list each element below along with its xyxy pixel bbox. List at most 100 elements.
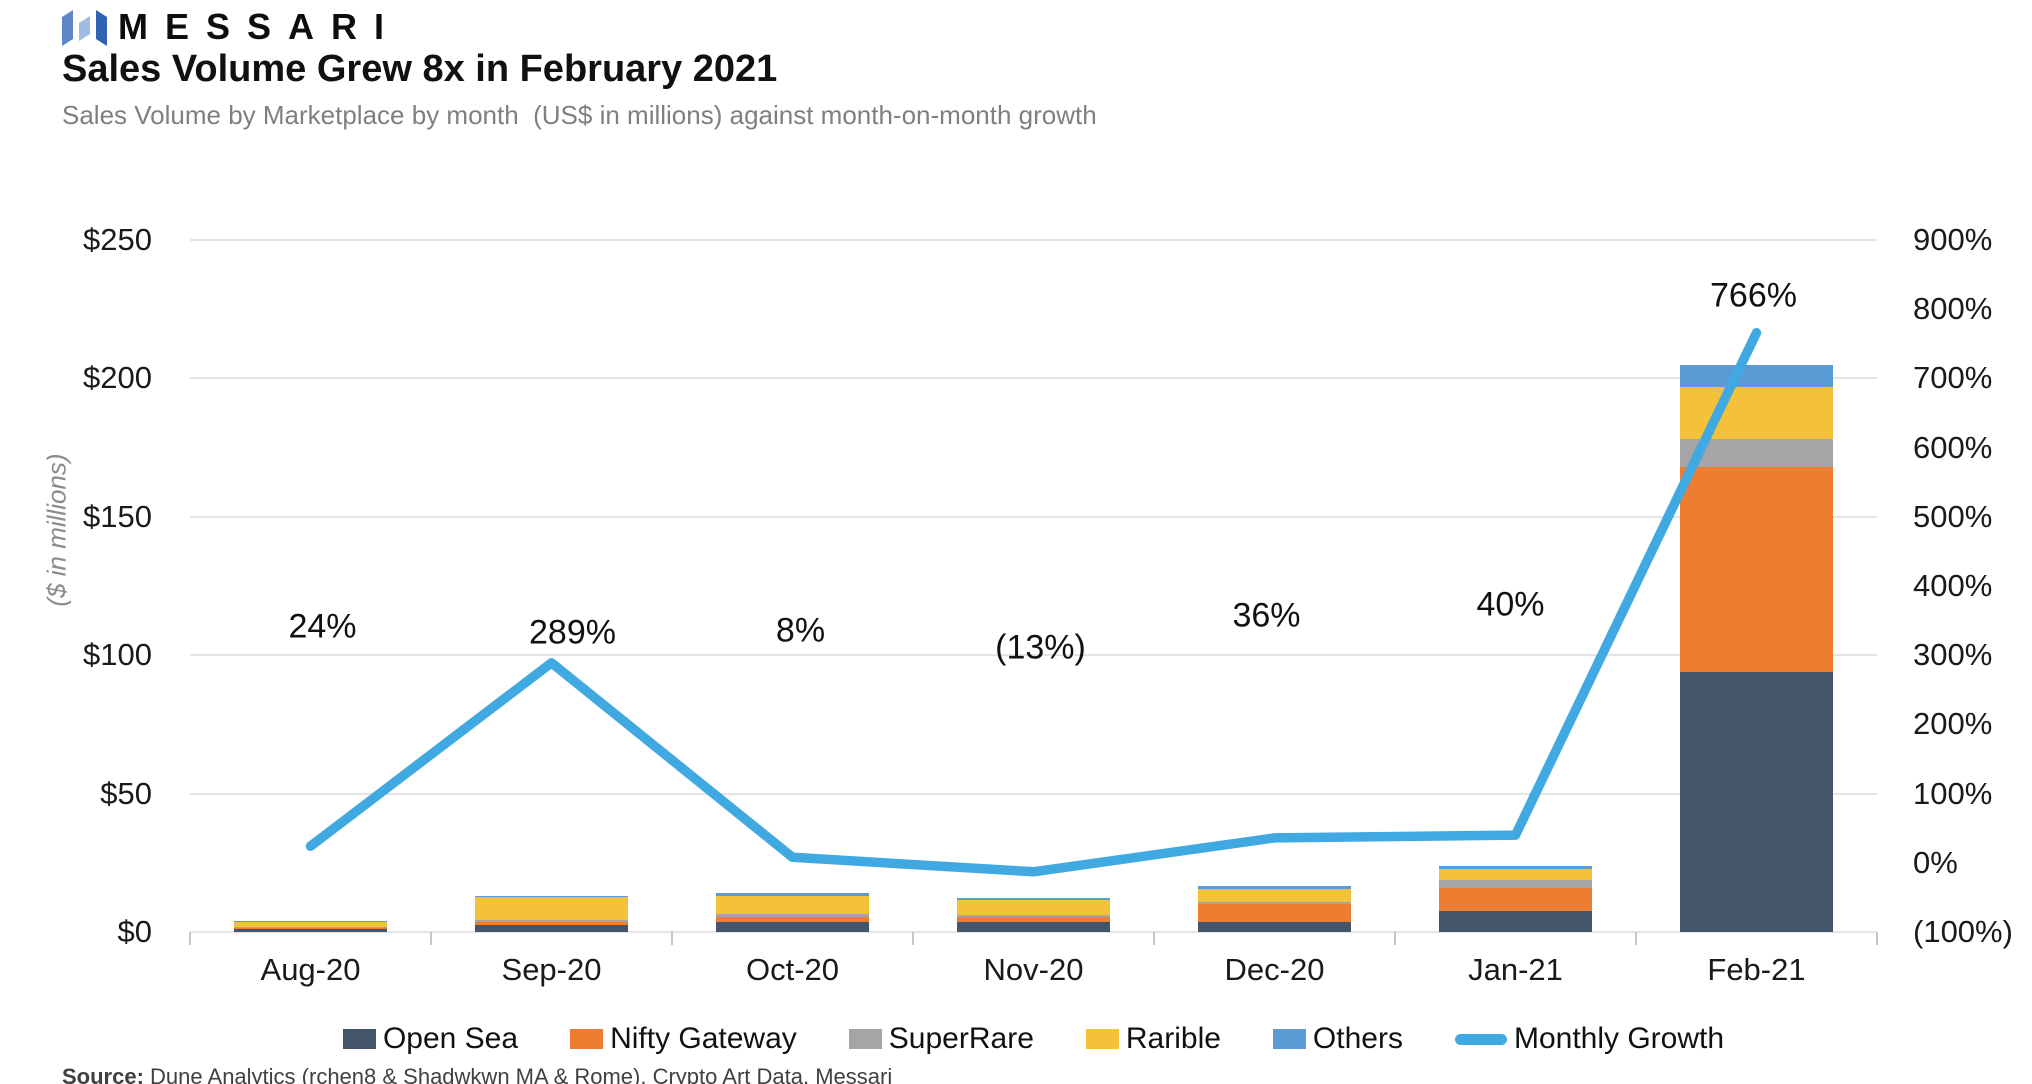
bar-segment-others — [234, 920, 387, 922]
x-axis-label: Oct-20 — [745, 952, 840, 987]
legend-label-superrare: SuperRare — [888, 1022, 1034, 1055]
bar-segment-nifty-gateway — [475, 922, 628, 926]
legend-swatch-others — [1272, 1029, 1306, 1049]
legend-label-others: Others — [1312, 1022, 1403, 1055]
bar-segment-nifty-gateway — [234, 928, 387, 930]
right-axis-tick-label: 0% — [1913, 844, 1958, 880]
bar-segment-others — [1680, 364, 1833, 387]
bar-segment-superrare — [957, 914, 1110, 917]
bar-segment-nifty-gateway — [957, 916, 1110, 923]
x-axis-tick — [912, 932, 914, 945]
chart-title: Sales Volume Grew 8x in February 2021 — [62, 48, 778, 90]
left-axis-tick-label: $250 — [83, 222, 152, 257]
left-axis-tick-label: $200 — [83, 360, 152, 396]
bar-segment-rarible — [957, 900, 1110, 915]
x-axis-label: Jan-21 — [1468, 952, 1563, 987]
bar-segment-superrare — [475, 919, 628, 923]
x-axis-tick — [1876, 932, 1878, 945]
x-axis-tick — [671, 932, 673, 945]
right-axis-tick-label: 200% — [1913, 706, 1993, 742]
growth-label: 36% — [1232, 596, 1301, 635]
legend-item-others: Others — [1272, 1022, 1403, 1056]
legend-item-nifty-gateway: Nifty Gateway — [570, 1022, 797, 1056]
growth-label: (13%) — [995, 628, 1086, 667]
bar-segment-open-sea — [1198, 922, 1351, 932]
right-axis-tick-label: 400% — [1913, 568, 1993, 603]
right-axis-tick-label: 700% — [1913, 360, 1993, 396]
bar-segment-nifty-gateway — [1198, 904, 1351, 923]
gridline — [190, 377, 1877, 380]
bar-segment-others — [1198, 886, 1351, 889]
growth-label: 40% — [1476, 585, 1545, 624]
legend-item-rarible: Rarible — [1085, 1022, 1221, 1056]
growth-label: 8% — [775, 611, 826, 650]
bar-segment-superrare — [1198, 901, 1351, 905]
chart-subtitle: Sales Volume by Marketplace by month (US… — [62, 100, 1097, 130]
legend-swatch-nifty-gateway — [570, 1029, 604, 1049]
x-axis-tick — [430, 932, 432, 945]
bar-segment-open-sea — [957, 922, 1110, 932]
bar-segment-superrare — [234, 927, 387, 929]
bar-segment-superrare — [1439, 879, 1592, 888]
growth-label: 766% — [1710, 276, 1797, 315]
legend-label-open-sea: Open Sea — [382, 1022, 519, 1055]
x-axis-label: Aug-20 — [260, 952, 361, 987]
growth-label: 289% — [529, 613, 616, 652]
left-axis-tick-label: $150 — [83, 498, 152, 534]
bar-segment-others — [957, 898, 1110, 901]
bar-segment-superrare — [716, 914, 869, 917]
right-axis-tick-label: 600% — [1913, 429, 1993, 465]
x-axis-tick — [1153, 932, 1155, 945]
source-note: Source: Dune Analytics (rchen8 & Shadwkw… — [62, 1064, 892, 1084]
gridline — [190, 931, 1877, 933]
messari-logo-text: MESSARI — [118, 6, 402, 47]
legend-swatch-open-sea — [342, 1029, 376, 1049]
bar-segment-open-sea — [234, 929, 387, 932]
bar-segment-open-sea — [1680, 671, 1833, 932]
bar-segment-superrare — [1680, 439, 1833, 467]
x-axis-label: Feb-21 — [1707, 952, 1806, 987]
legend-item-monthly-growth: Monthly Growth — [1454, 1022, 1725, 1056]
legend-swatch-superrare — [848, 1029, 882, 1049]
legend-item-superrare: SuperRare — [848, 1022, 1034, 1056]
bar-segment-rarible — [716, 896, 869, 914]
messari-logo-icon — [62, 10, 107, 46]
left-axis-tick-label: $100 — [83, 637, 152, 673]
bar-segment-nifty-gateway — [716, 916, 869, 923]
bar-segment-rarible — [1439, 868, 1592, 880]
right-axis-tick-label: 900% — [1913, 222, 1993, 257]
legend-swatch-monthly-growth — [1454, 1033, 1507, 1045]
right-axis-tick-label: 800% — [1913, 291, 1993, 327]
x-axis-label: Dec-20 — [1224, 952, 1325, 987]
left-axis-tick-label: $0 — [117, 914, 152, 949]
bar-segment-nifty-gateway — [1439, 887, 1592, 912]
right-axis-tick-label: (100%) — [1913, 914, 2013, 949]
x-axis-tick — [1394, 932, 1396, 945]
right-axis-tick-label: 500% — [1913, 498, 1993, 534]
x-axis-label: Sep-20 — [501, 952, 602, 987]
gridline — [190, 515, 1877, 518]
left-axis-tick-label: $50 — [100, 775, 152, 811]
source-label: Source: — [62, 1064, 144, 1084]
gridline — [190, 792, 1877, 795]
bar-segment-open-sea — [475, 925, 628, 932]
legend-item-open-sea: Open Sea — [342, 1022, 519, 1056]
growth-label: 24% — [288, 607, 357, 646]
bar-segment-others — [1439, 866, 1592, 869]
legend-label-nifty-gateway: Nifty Gateway — [610, 1022, 797, 1055]
legend-label-rarible: Rarible — [1125, 1022, 1221, 1055]
bar-segment-open-sea — [716, 922, 869, 932]
bar-segment-rarible — [1680, 386, 1833, 440]
bar-segment-rarible — [475, 897, 628, 920]
bar-segment-others — [716, 893, 869, 896]
legend-label-monthly-growth: Monthly Growth — [1513, 1022, 1725, 1055]
x-axis-tick — [1635, 932, 1637, 945]
messari-logo: MESSARI — [62, 6, 401, 48]
bar-segment-others — [475, 896, 628, 898]
bar-segment-rarible — [1198, 888, 1351, 902]
source-text: Dune Analytics (rchen8 & Shadwkwn MA & R… — [143, 1064, 893, 1084]
x-axis-label: Nov-20 — [983, 952, 1084, 987]
bar-segment-rarible — [234, 921, 387, 928]
legend: Open Sea Nifty Gateway SuperRare Rarible Oth… — [190, 1022, 1877, 1056]
